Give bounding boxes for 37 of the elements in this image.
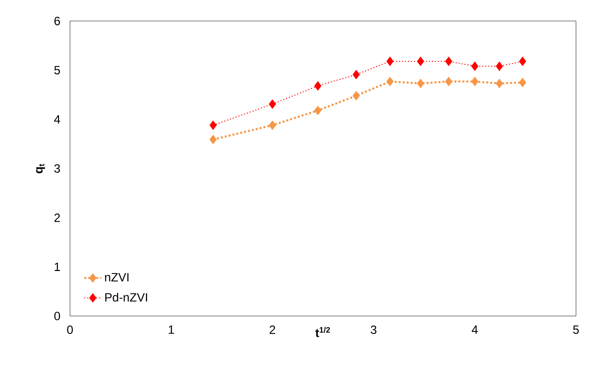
point [518,56,526,66]
y-tick-label: 2 [54,213,60,222]
x-tick-label: 4 [472,326,478,334]
point [268,120,276,130]
y-axis-title: q$_{t}$ [36,164,46,174]
x-axis-title: t$^{1/2}$ [315,326,330,338]
y-tick-label: 0 [54,312,60,320]
point [496,78,504,88]
y-tick-label: 5 [54,66,60,74]
point [352,91,360,100]
point [416,56,424,66]
y-tick-label: 6 [54,16,60,26]
point [445,56,452,66]
point [471,76,478,86]
point [471,62,478,71]
y-tick-label: 4 [54,115,60,124]
point [386,76,394,86]
point [314,81,322,91]
x-tick-label: 0 [67,326,73,334]
x-tick-label: 5 [573,326,579,334]
x-tick-label: 2 [270,326,276,334]
point [416,78,424,88]
x-tick-label: 3 [370,326,376,334]
point [518,78,526,88]
y-tick-label: 1 [54,262,60,271]
point [496,62,504,71]
point [209,134,217,144]
legend-label: nZVI [105,273,128,282]
legend-label: Pd-nZVI [105,292,148,302]
y-tick-label: 3 [54,164,60,173]
point [209,120,217,130]
x-tick-label: 1 [168,326,174,334]
point [386,56,394,66]
point [352,70,360,80]
point [445,76,452,86]
point [268,99,276,109]
point [314,106,322,116]
